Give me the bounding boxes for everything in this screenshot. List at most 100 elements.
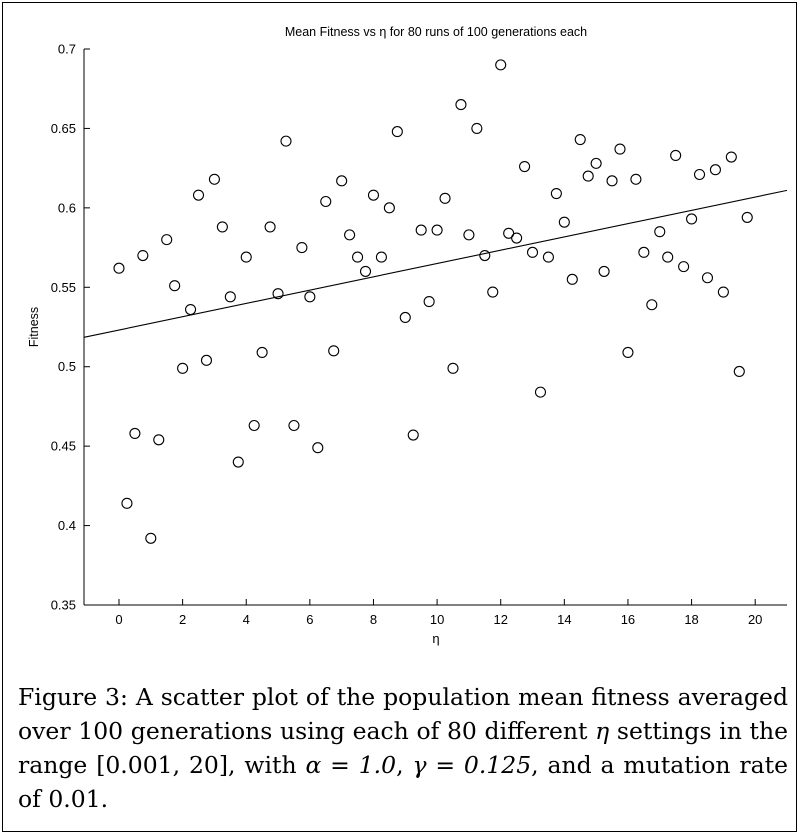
data-point: [741, 211, 753, 223]
y-tick-label: 0.55: [51, 280, 76, 295]
data-point: [495, 59, 507, 71]
data-point: [717, 286, 729, 298]
data-point: [630, 173, 642, 185]
data-point: [391, 126, 403, 138]
data-point: [654, 226, 666, 238]
data-point: [304, 291, 316, 303]
x-tick-label: 20: [748, 612, 762, 627]
y-tick-label: 0.5: [58, 359, 76, 374]
data-point: [280, 135, 292, 147]
data-point: [240, 251, 252, 263]
data-point: [288, 419, 300, 432]
data-point: [614, 143, 626, 155]
data-point: [550, 188, 562, 200]
trend-line: [83, 189, 788, 338]
data-point: [375, 251, 387, 263]
x-tick-label: 4: [243, 612, 250, 627]
data-point: [344, 229, 356, 241]
data-point: [574, 133, 586, 146]
data-point: [686, 213, 698, 225]
data-point: [185, 303, 197, 316]
data-point: [463, 229, 475, 241]
data-point: [399, 311, 411, 324]
data-point: [678, 261, 690, 273]
caption-text-2: settings in the range [0.001, 20], with: [18, 717, 788, 779]
y-tick-label: 0.7: [58, 42, 76, 57]
caption-alpha: α = 1.0: [305, 751, 397, 779]
data-point: [503, 227, 515, 239]
data-point: [479, 249, 491, 262]
x-tick-label: 18: [684, 612, 698, 627]
data-point: [208, 173, 220, 185]
data-point: [526, 246, 539, 258]
data-point: [447, 362, 459, 374]
caption-gamma: γ = 0.125: [412, 751, 532, 779]
caption-separator: ,: [396, 751, 413, 779]
data-point: [423, 296, 435, 308]
data-point: [367, 189, 380, 201]
data-point: [542, 251, 554, 263]
x-tick-label: 2: [179, 612, 186, 627]
axes: 0 2 4 6 8 10 12 14 16 18 20 0.35 0.4 0.45 0.5 0.55 0.6 0.…: [51, 42, 787, 627]
trend-line-group: [83, 189, 788, 338]
data-point: [272, 288, 284, 300]
data-point: [415, 224, 427, 236]
chart-title: Mean Fitness vs η for 80 runs of 100 gen…: [285, 25, 587, 39]
x-tick-label: 8: [370, 612, 377, 627]
data-point: [733, 365, 745, 378]
data-point: [566, 273, 578, 285]
y-axis-label: Fitness: [27, 307, 41, 347]
x-tick-label: 6: [306, 612, 313, 627]
x-axis-label: η: [432, 631, 439, 646]
data-point: [407, 429, 419, 441]
data-point: [352, 251, 364, 263]
data-point: [153, 434, 165, 446]
caption-text-3: , and a mutation rate of 0.01.: [18, 751, 788, 813]
data-point: [129, 427, 141, 439]
data-point: [177, 362, 189, 374]
data-point: [192, 189, 205, 201]
data-point: [670, 149, 682, 161]
data-point: [455, 99, 467, 111]
data-point: [662, 251, 674, 263]
data-point: [296, 242, 308, 254]
x-tick-label: 0: [115, 612, 122, 627]
data-point: [312, 442, 324, 454]
data-point: [264, 221, 276, 233]
data-point: [383, 202, 395, 214]
data-point: [232, 456, 244, 468]
data-point: [487, 286, 499, 298]
x-tick-label: 10: [430, 612, 444, 627]
figure-caption: Figure 3: A scatter plot of the populati…: [18, 680, 788, 816]
data-point: [606, 175, 618, 187]
data-point: [558, 216, 570, 228]
data-point: [256, 346, 268, 358]
data-point: [336, 175, 348, 187]
y-tick-label: 0.4: [58, 518, 76, 533]
y-tick-label: 0.45: [51, 439, 76, 454]
data-point: [622, 346, 634, 358]
data-point: [709, 164, 721, 176]
data-point: [638, 246, 650, 258]
data-point: [511, 232, 523, 244]
data-point: [534, 386, 547, 398]
data-point: [359, 265, 372, 277]
caption-text-1: Figure 3: A scatter plot of the populati…: [18, 683, 788, 745]
data-point: [646, 299, 658, 311]
x-tick-label: 12: [493, 612, 507, 627]
data-points: [113, 59, 753, 544]
x-tick-label: 16: [621, 612, 635, 627]
data-point: [701, 272, 714, 284]
x-tick-label: 14: [557, 612, 571, 627]
y-tick-label: 0.6: [58, 200, 76, 215]
data-point: [431, 224, 443, 236]
data-point: [519, 161, 531, 173]
data-point: [224, 291, 236, 303]
data-point: [145, 532, 157, 544]
scatter-chart: Mean Fitness vs η for 80 runs of 100 gen…: [27, 25, 788, 646]
caption-eta: η: [595, 717, 610, 745]
data-point: [320, 195, 332, 208]
data-point: [471, 122, 483, 134]
data-point: [248, 419, 260, 432]
data-point: [121, 497, 133, 509]
